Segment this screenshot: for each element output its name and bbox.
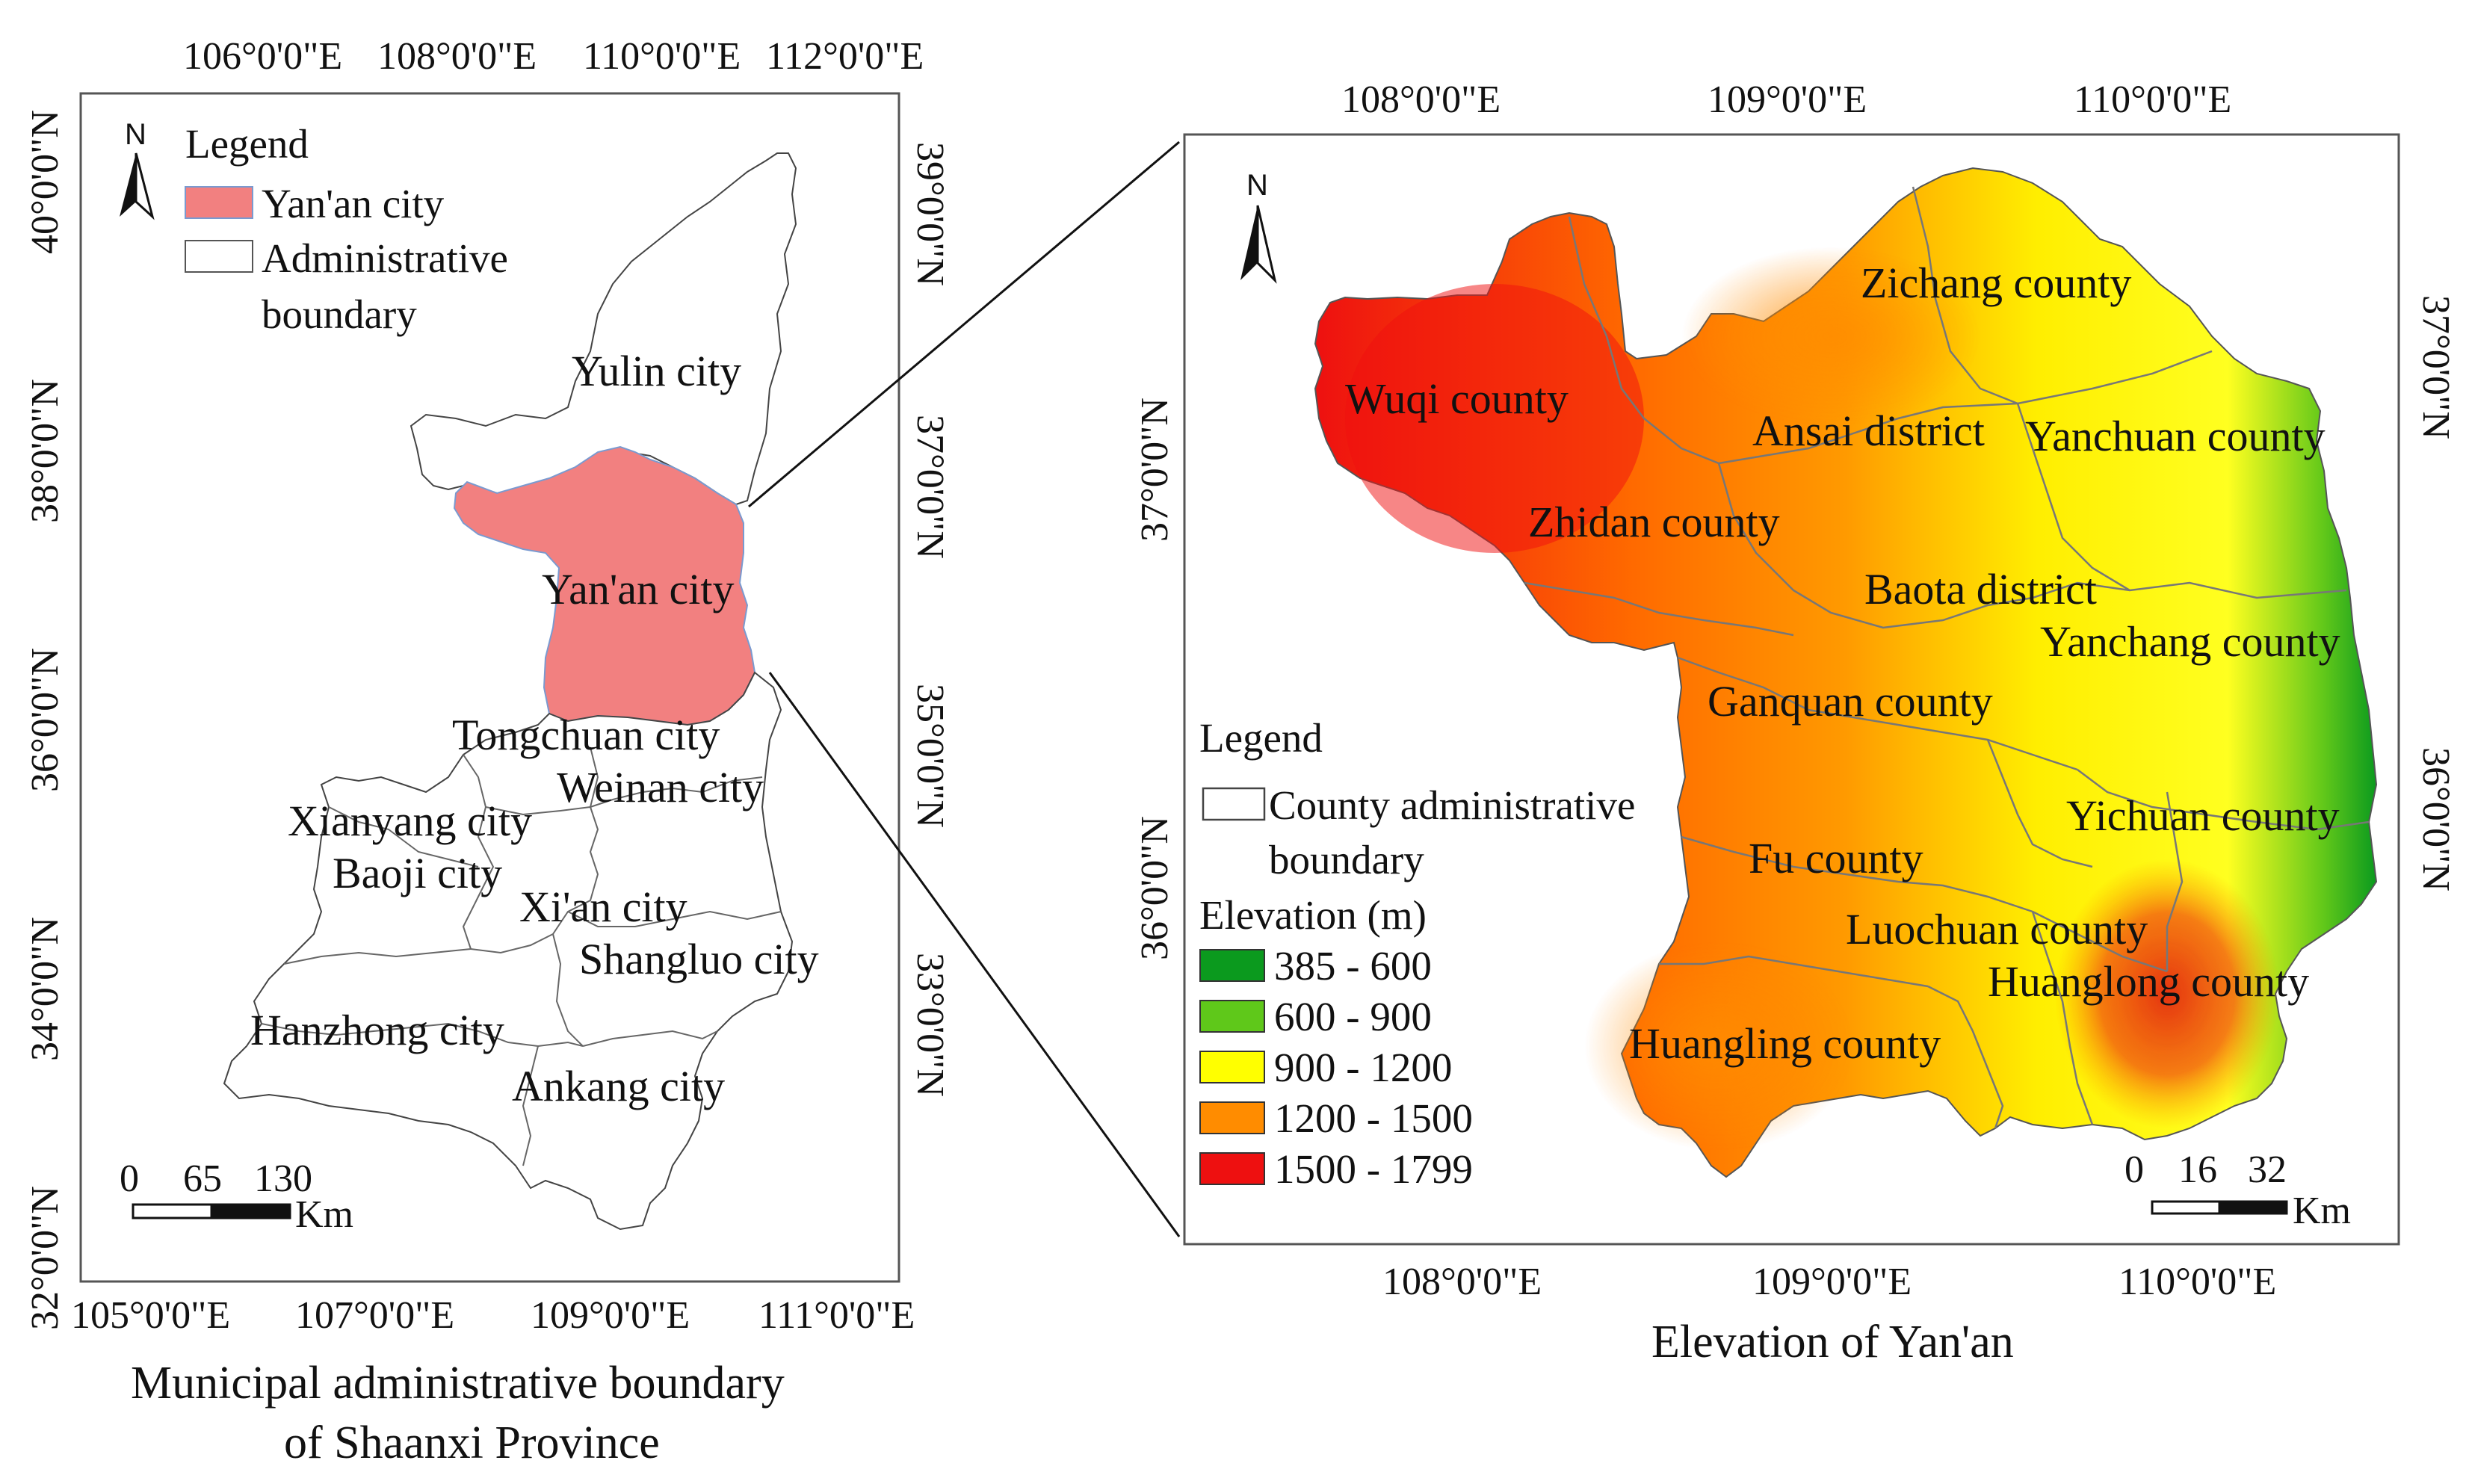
county-label-yanchang: Yanchang county [2040, 617, 2340, 666]
city-label-xian: Xi'an city [519, 882, 687, 931]
left-caption-line1: Municipal administrative boundary [131, 1358, 785, 1409]
county-label-huangling: Huangling county [1629, 1019, 1941, 1068]
city-label-hanzhong: Hanzhong city [250, 1006, 504, 1054]
left-legend-yanan-label: Yan'an city [262, 181, 445, 226]
elevation-class-label-5: 1500 - 1799 [1274, 1146, 1473, 1192]
left-lat-tick-4: 34°0'0"N [24, 917, 67, 1061]
county-label-yanchuan: Yanchuan county [2025, 412, 2326, 460]
left-lat-tick-3: 36°0'0"N [24, 648, 67, 792]
left-top-lon-tick-4: 112°0'0"E [766, 35, 924, 78]
right-scale-bar-graphic [2151, 1200, 2288, 1215]
left-bottom-lon-tick-4: 111°0'0"E [758, 1294, 915, 1337]
right-top-lon-tick-1: 108°0'0"E [1341, 78, 1501, 121]
city-label-weinan: Weinan city [557, 763, 764, 811]
right-bottom-lon-tick-2: 109°0'0"E [1752, 1261, 1912, 1303]
elevation-class-label-3: 900 - 1200 [1274, 1045, 1453, 1090]
legend-swatch-county-boundary [1202, 787, 1266, 821]
right-bottom-lon-tick-1: 108°0'0"E [1382, 1261, 1542, 1303]
right-scale-unit: Km [2293, 1190, 2351, 1232]
elevation-swatch-5 [1199, 1152, 1265, 1185]
city-label-yanan: Yan'an city [542, 565, 735, 613]
right-top-lon-tick-3: 110°0'0"E [2074, 78, 2232, 121]
city-label-shangluo: Shangluo city [579, 935, 819, 983]
elevation-class-label-1: 385 - 600 [1274, 943, 1432, 989]
right-map-right-lat-2: 36°0'0"N [2414, 747, 2457, 891]
elevation-swatch-2 [1199, 1000, 1265, 1033]
city-label-baoji: Baoji city [333, 849, 503, 897]
right-legend-boundary-label-2: boundary [1269, 837, 1424, 882]
left-north-arrow-graphic [120, 152, 155, 220]
left-legend-admin-label: Administrative [262, 235, 508, 281]
left-top-lon-tick-1: 106°0'0"E [183, 35, 343, 78]
right-scale-tick-32: 32 [2248, 1148, 2287, 1191]
elevation-legend-title: Elevation (m) [1199, 892, 1427, 938]
right-legend-boundary-label: County administrative [1269, 782, 1636, 828]
left-bottom-lon-tick-2: 107°0'0"E [295, 1294, 455, 1337]
elevation-overlays [1345, 247, 2279, 1151]
left-top-lon-tick-2: 108°0'0"E [377, 35, 537, 78]
county-boundaries [1524, 186, 2370, 1129]
left-scale-tick-130: 130 [254, 1157, 312, 1200]
right-map-right-lat-1: 37°0'0"N [2414, 295, 2457, 439]
right-top-lon-tick-2: 109°0'0"E [1708, 78, 1867, 121]
county-label-luochuan: Luochuan county [1846, 905, 2148, 953]
right-bottom-lon-tick-3: 110°0'0"E [2119, 1261, 2277, 1303]
right-lat-tick-left-4: 33°0'0"N [909, 953, 951, 1097]
left-legend-title: Legend [185, 121, 309, 167]
left-scale-unit: Km [295, 1193, 353, 1236]
county-label-ansai: Ansai district [1752, 406, 1985, 455]
county-label-baota: Baota district [1864, 565, 2097, 613]
left-top-lon-tick-3: 110°0'0"E [583, 35, 741, 78]
elevation-class-label-2: 600 - 900 [1274, 994, 1432, 1039]
left-north-label: N [125, 118, 146, 151]
county-label-yichuan: Yichuan county [2066, 791, 2340, 840]
elevation-swatch-4 [1199, 1101, 1265, 1134]
left-caption-line2: of Shaanxi Province [284, 1417, 660, 1468]
right-scale-tick-16: 16 [2178, 1148, 2217, 1191]
city-label-yulin: Yulin city [572, 347, 742, 395]
county-label-zhidan: Zhidan county [1528, 498, 1780, 546]
city-label-xianyang: Xianyang city [288, 797, 532, 845]
left-lat-tick-2: 38°0'0"N [24, 379, 67, 523]
right-lat-tick-left-1: 39°0'0"N [909, 142, 951, 286]
right-scale-tick-0: 0 [2124, 1148, 2144, 1191]
right-legend-title: Legend [1199, 715, 1323, 761]
right-map-left-lat-2: 36°0'0"N [1134, 816, 1176, 960]
right-map-left-lat-1: 37°0'0"N [1134, 398, 1176, 542]
left-lat-tick-1: 40°0'0"N [24, 110, 67, 254]
right-north-arrow-graphic [1240, 205, 1277, 284]
left-bottom-lon-tick-3: 109°0'0"E [531, 1294, 690, 1337]
left-legend-admin-label-2: boundary [262, 291, 417, 337]
left-map-frame [79, 92, 900, 1283]
left-scale-tick-0: 0 [120, 1157, 139, 1200]
right-lat-tick-left-2: 37°0'0"N [909, 415, 951, 559]
county-label-zichang: Zichang county [1861, 259, 2132, 307]
elevation-swatch-1 [1199, 949, 1265, 982]
internal-city-boundaries [261, 746, 782, 1166]
right-map-frame [1183, 133, 2400, 1246]
city-label-tongchuan: Tongchuan city [452, 711, 720, 759]
city-label-ankang: Ankang city [512, 1062, 726, 1110]
connector-line-top [748, 140, 1180, 508]
county-label-fu: Fu county [1749, 834, 1923, 882]
left-scale-tick-65: 65 [183, 1157, 222, 1200]
county-label-huanglong: Huanglong county [1988, 957, 2310, 1006]
left-bottom-lon-tick-1: 105°0'0"E [71, 1294, 231, 1337]
connector-line-bottom [768, 672, 1181, 1237]
right-caption: Elevation of Yan'an [1651, 1317, 2014, 1367]
legend-swatch-admin [185, 240, 253, 273]
county-label-wuqi: Wuqi county [1345, 374, 1569, 423]
elevation-class-label-4: 1200 - 1500 [1274, 1095, 1473, 1141]
legend-swatch-yanan [185, 186, 253, 219]
left-scale-bar-graphic [132, 1203, 291, 1219]
county-label-ganquan: Ganquan county [1708, 677, 1993, 726]
left-lat-tick-5: 32°0'0"N [24, 1186, 67, 1330]
right-north-label: N [1246, 169, 1268, 202]
right-lat-tick-left-3: 35°0'0"N [909, 684, 951, 828]
elevation-swatch-3 [1199, 1051, 1265, 1083]
